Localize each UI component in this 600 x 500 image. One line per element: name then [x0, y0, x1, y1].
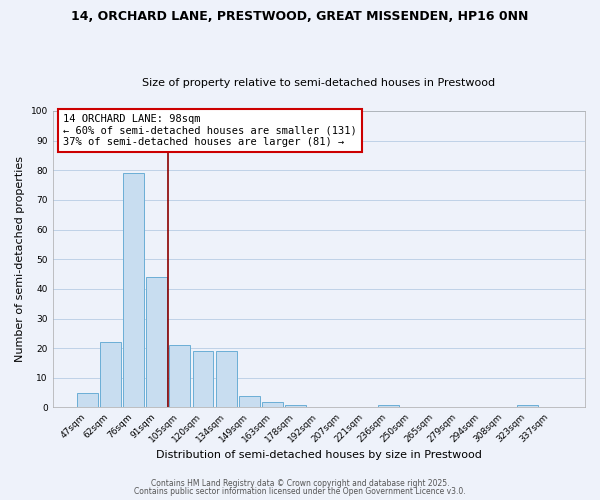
Bar	[77, 392, 98, 407]
Bar	[216, 351, 236, 408]
Bar	[123, 174, 144, 408]
Text: Contains HM Land Registry data © Crown copyright and database right 2025.: Contains HM Land Registry data © Crown c…	[151, 478, 449, 488]
Y-axis label: Number of semi-detached properties: Number of semi-detached properties	[15, 156, 25, 362]
Bar	[169, 345, 190, 408]
Text: Contains public sector information licensed under the Open Government Licence v3: Contains public sector information licen…	[134, 487, 466, 496]
Title: Size of property relative to semi-detached houses in Prestwood: Size of property relative to semi-detach…	[142, 78, 496, 88]
Text: 14, ORCHARD LANE, PRESTWOOD, GREAT MISSENDEN, HP16 0NN: 14, ORCHARD LANE, PRESTWOOD, GREAT MISSE…	[71, 10, 529, 23]
Bar	[285, 404, 306, 407]
Bar	[146, 277, 167, 407]
Bar	[517, 404, 538, 407]
X-axis label: Distribution of semi-detached houses by size in Prestwood: Distribution of semi-detached houses by …	[156, 450, 482, 460]
Bar	[378, 404, 399, 407]
Bar	[239, 396, 260, 407]
Bar	[262, 402, 283, 407]
Bar	[193, 351, 214, 408]
Bar	[100, 342, 121, 407]
Text: 14 ORCHARD LANE: 98sqm
← 60% of semi-detached houses are smaller (131)
37% of se: 14 ORCHARD LANE: 98sqm ← 60% of semi-det…	[64, 114, 357, 147]
